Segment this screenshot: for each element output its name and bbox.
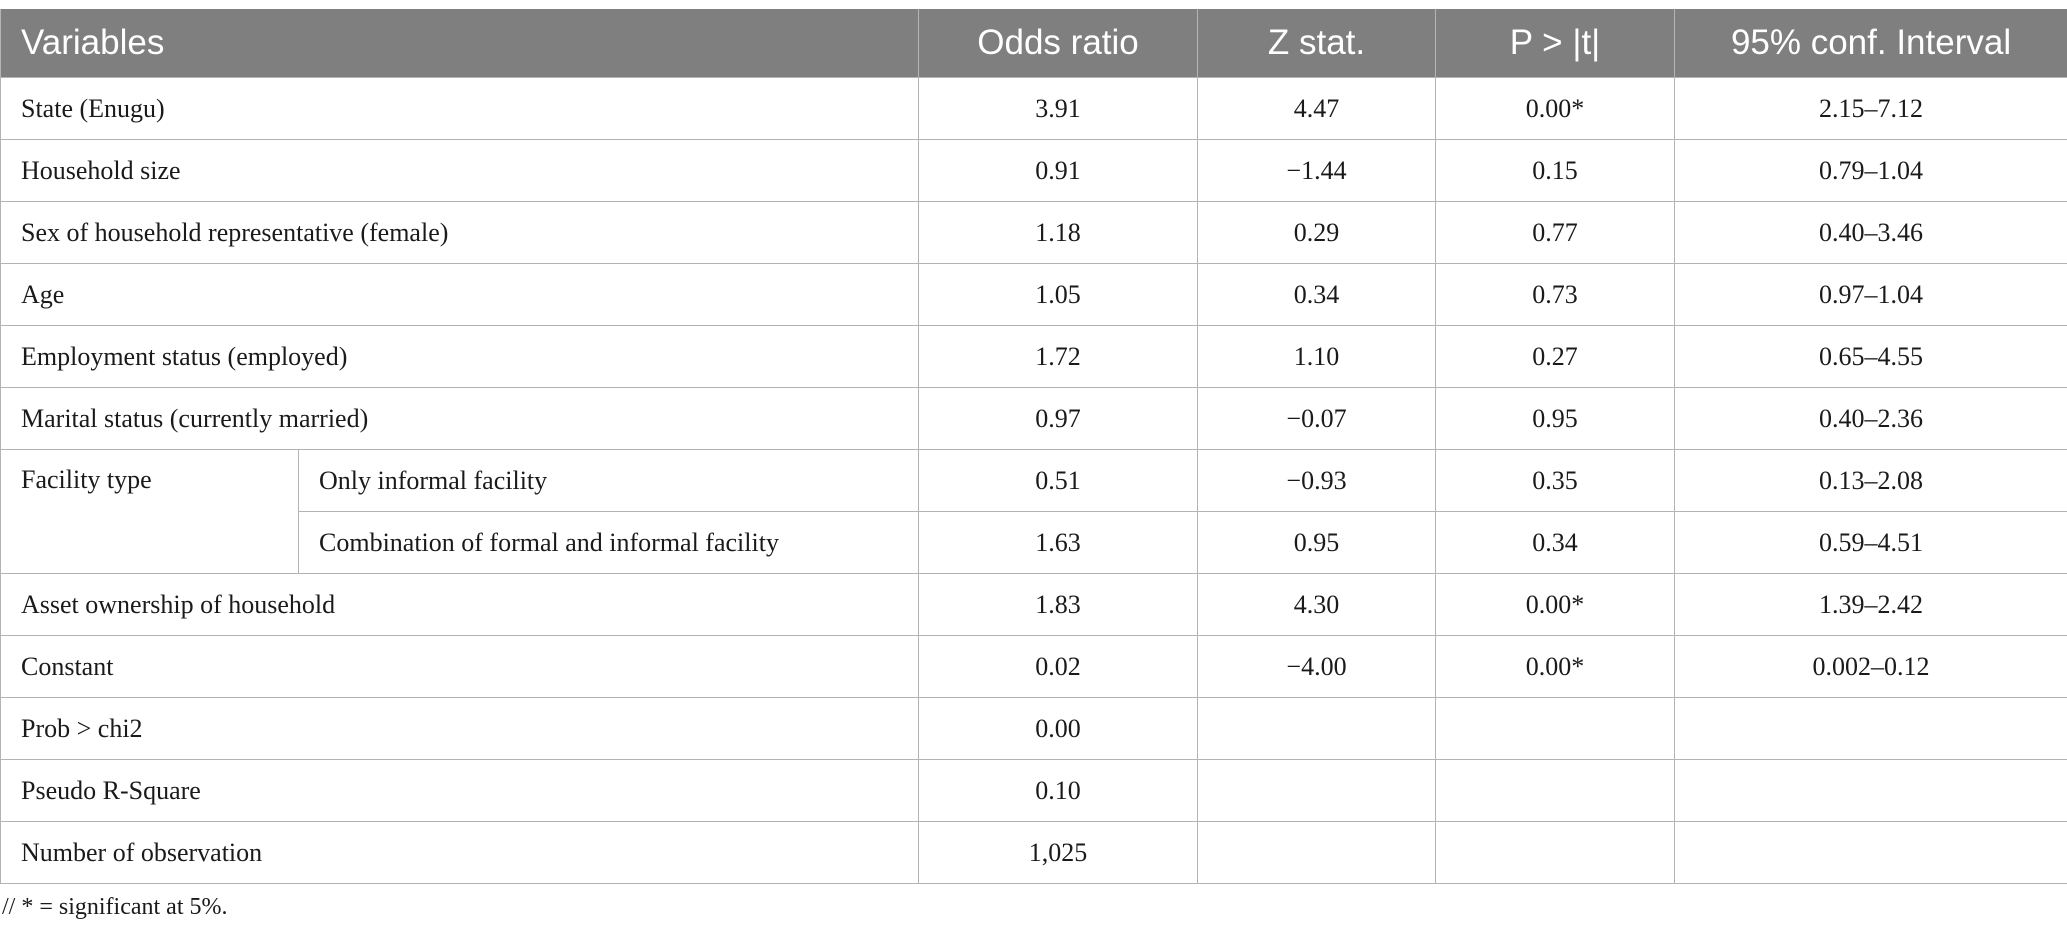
z-stat-cell: 4.47 [1197, 77, 1437, 140]
conf-interval-cell: 0.002–0.12 [1674, 635, 2067, 698]
row-label: Prob > chi2 [0, 697, 920, 760]
conf-interval-cell [1674, 821, 2067, 884]
row-label: Number of observation [0, 821, 920, 884]
z-stat-cell: 0.29 [1197, 201, 1437, 264]
odds-ratio-cell: 3.91 [918, 77, 1199, 140]
odds-ratio-cell: 1.83 [918, 573, 1199, 636]
odds-ratio-cell: 0.51 [918, 449, 1199, 512]
z-stat-cell [1197, 821, 1437, 884]
odds-ratio-cell: 1.63 [918, 511, 1199, 574]
conf-interval-cell: 0.65–4.55 [1674, 325, 2067, 388]
results-table: Variables Odds ratio Z stat. P > |t| 95%… [0, 9, 2067, 884]
header-row: Variables Odds ratio Z stat. P > |t| 95%… [0, 9, 2067, 78]
conf-interval-cell [1674, 759, 2067, 822]
row-label: State (Enugu) [0, 77, 920, 140]
row-label: Age [0, 263, 920, 326]
table-row: Marital status (currently married) 0.97 … [0, 387, 2067, 450]
p-value-cell: 0.34 [1435, 511, 1676, 574]
odds-ratio-cell: 1.05 [918, 263, 1199, 326]
row-label: Household size [0, 139, 920, 202]
z-stat-cell: −0.07 [1197, 387, 1437, 450]
conf-interval-cell: 0.97–1.04 [1674, 263, 2067, 326]
table-row: Combination of formal and informal facil… [1, 511, 2067, 574]
header-odds-ratio: Odds ratio [918, 9, 1199, 78]
z-stat-cell: −1.44 [1197, 139, 1437, 202]
p-value-cell: 0.77 [1435, 201, 1676, 264]
header-conf-interval: 95% conf. Interval [1674, 9, 2067, 78]
p-value-cell: 0.73 [1435, 263, 1676, 326]
header-p-value: P > |t| [1435, 9, 1676, 78]
conf-interval-cell: 1.39–2.42 [1674, 573, 2067, 636]
z-stat-cell: 0.34 [1197, 263, 1437, 326]
conf-interval-cell: 2.15–7.12 [1674, 77, 2067, 140]
table-footnote: // * = significant at 5%. [2, 894, 228, 920]
z-stat-cell: 1.10 [1197, 325, 1437, 388]
table-row: Facility type Only informal facility 0.5… [0, 449, 2067, 574]
conf-interval-cell: 0.59–4.51 [1674, 511, 2067, 574]
row-label: Sex of household representative (female) [0, 201, 920, 264]
row-label: Marital status (currently married) [0, 387, 920, 450]
row-label: Employment status (employed) [0, 325, 920, 388]
p-value-cell [1435, 759, 1676, 822]
p-value-cell: 0.00* [1435, 635, 1676, 698]
odds-ratio-cell: 0.97 [918, 387, 1199, 450]
odds-ratio-cell: 0.91 [918, 139, 1199, 202]
odds-ratio-cell: 1,025 [918, 821, 1199, 884]
header-variables: Variables [0, 9, 920, 78]
table-row: Pseudo R-Square 0.10 [0, 759, 2067, 822]
conf-interval-cell: 0.40–2.36 [1674, 387, 2067, 450]
odds-ratio-cell: 1.72 [918, 325, 1199, 388]
table-row: Prob > chi2 0.00 [0, 697, 2067, 760]
table-row: Employment status (employed) 1.72 1.10 0… [0, 325, 2067, 388]
odds-ratio-cell: 1.18 [918, 201, 1199, 264]
conf-interval-cell [1674, 697, 2067, 760]
z-stat-cell: 0.95 [1197, 511, 1437, 574]
p-value-cell: 0.35 [1435, 449, 1676, 512]
p-value-cell: 0.00* [1435, 77, 1676, 140]
p-value-cell: 0.95 [1435, 387, 1676, 450]
table-row: State (Enugu) 3.91 4.47 0.00* 2.15–7.12 [0, 77, 2067, 140]
odds-ratio-cell: 0.02 [918, 635, 1199, 698]
p-value-cell: 0.27 [1435, 325, 1676, 388]
z-stat-cell [1197, 759, 1437, 822]
conf-interval-cell: 0.13–2.08 [1674, 449, 2067, 512]
row-label: Pseudo R-Square [0, 759, 920, 822]
table-row: Constant 0.02 −4.00 0.00* 0.002–0.12 [0, 635, 2067, 698]
p-value-cell [1435, 821, 1676, 884]
conf-interval-cell: 0.79–1.04 [1674, 139, 2067, 202]
conf-interval-cell: 0.40–3.46 [1674, 201, 2067, 264]
row-label: Asset ownership of household [0, 573, 920, 636]
row-label: Constant [0, 635, 920, 698]
facility-type-label: Facility type [0, 449, 299, 574]
header-z-stat: Z stat. [1197, 9, 1437, 78]
p-value-cell: 0.15 [1435, 139, 1676, 202]
z-stat-cell [1197, 697, 1437, 760]
odds-ratio-cell: 0.10 [918, 759, 1199, 822]
z-stat-cell: 4.30 [1197, 573, 1437, 636]
row-sublabel: Combination of formal and informal facil… [297, 511, 920, 574]
p-value-cell [1435, 697, 1676, 760]
row-sublabel: Only informal facility [297, 449, 920, 512]
table-row: Household size 0.91 −1.44 0.15 0.79–1.04 [0, 139, 2067, 202]
table-row: Age 1.05 0.34 0.73 0.97–1.04 [0, 263, 2067, 326]
odds-ratio-cell: 0.00 [918, 697, 1199, 760]
table-row: Asset ownership of household 1.83 4.30 0… [0, 573, 2067, 636]
z-stat-cell: −0.93 [1197, 449, 1437, 512]
table-row: Number of observation 1,025 [0, 821, 2067, 884]
z-stat-cell: −4.00 [1197, 635, 1437, 698]
table-row: Sex of household representative (female)… [0, 201, 2067, 264]
p-value-cell: 0.00* [1435, 573, 1676, 636]
